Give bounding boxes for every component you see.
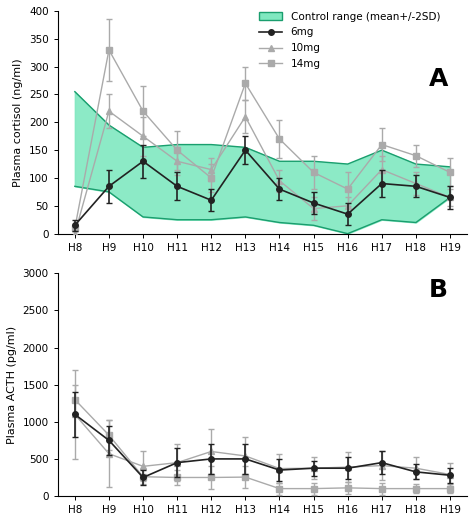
Text: B: B xyxy=(429,278,448,302)
Text: A: A xyxy=(428,67,448,91)
Y-axis label: Plasma ACTH (pg/ml): Plasma ACTH (pg/ml) xyxy=(7,326,17,444)
Legend: Control range (mean+/-2SD), 6mg, 10mg, 14mg: Control range (mean+/-2SD), 6mg, 10mg, 1… xyxy=(259,11,440,69)
Y-axis label: Plasma cortisol (ng/ml): Plasma cortisol (ng/ml) xyxy=(13,58,23,186)
